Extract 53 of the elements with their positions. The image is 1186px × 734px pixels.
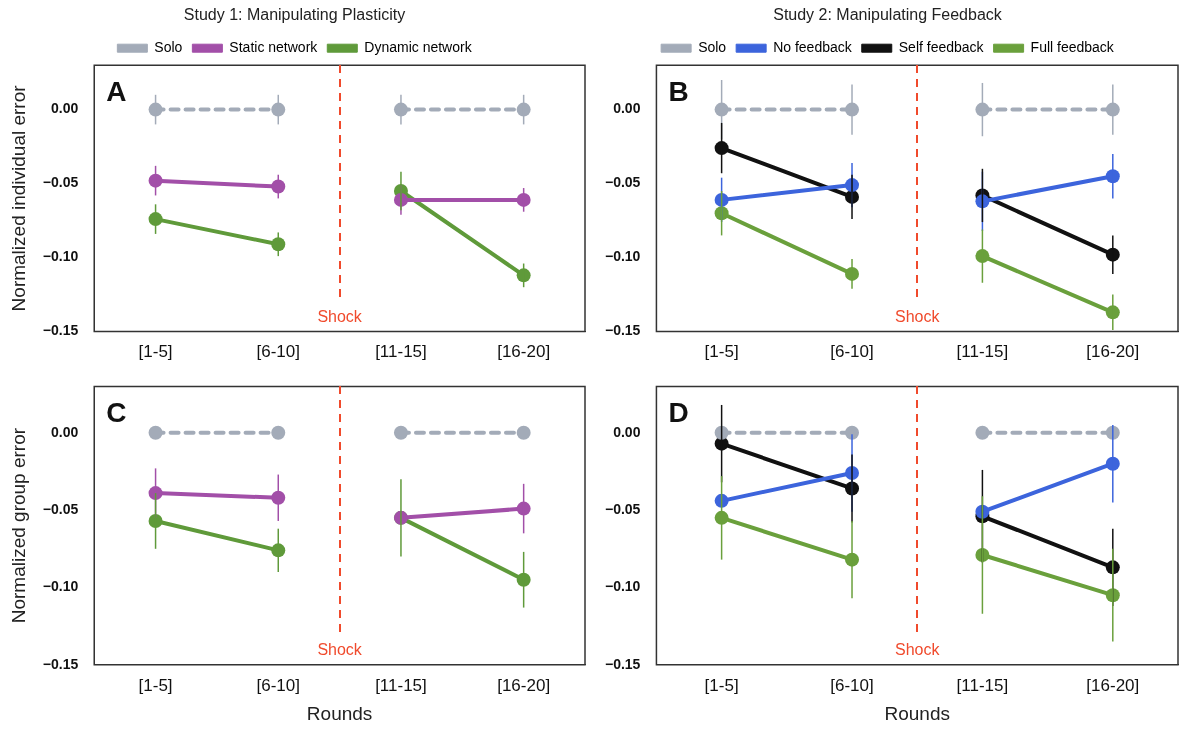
x-tick-label: [16-20] [497,675,551,695]
y-tick-label: −0.05 [604,500,641,517]
x-tick-label: [1-5] [704,675,739,695]
x-tick-label: [11-15] [375,342,427,362]
y-tick-label: −0.10 [604,248,641,265]
x-tick-label: [6-10] [256,675,301,695]
annotation: A [106,75,127,107]
y-tick-label: 0.00 [50,423,79,440]
y-tick-label: 0.00 [613,423,641,440]
annotation: Shock [894,308,941,326]
y-tick-label: −0.10 [42,578,79,595]
annotation: Shock [894,641,941,659]
y-tick-label: −0.15 [42,655,79,672]
x-tick-label: [1-5] [138,675,173,695]
chart-title: Study 2: Manipulating Feedback [773,6,1003,24]
annotation: Shock [317,641,363,659]
legend-label: Solo [698,39,727,56]
annotation: D [668,397,689,429]
legend-label: Full feedback [1030,39,1115,56]
y-axis-title: Normalized individual error [7,84,29,312]
legend-label: Self feedback [898,39,985,56]
x-axis-title: Rounds [884,702,950,724]
annotation: C [106,397,127,429]
y-tick-label: −0.05 [42,500,79,517]
y-tick-label: −0.15 [604,322,641,339]
x-tick-label: [11-15] [375,675,427,695]
legend-label: Dynamic network [364,39,473,56]
x-tick-label: [6-10] [830,675,874,695]
legend-label: Static network [229,39,319,56]
y-tick-label: −0.10 [42,248,79,265]
y-tick-label: −0.15 [42,322,79,339]
legend-label: Solo [154,39,183,56]
annotation: B [668,75,689,107]
y-tick-label: −0.10 [604,578,641,595]
x-tick-label: [1-5] [704,342,739,362]
x-tick-label: [6-10] [256,342,301,362]
x-tick-label: [11-15] [956,342,1009,362]
x-tick-label: [1-5] [138,342,173,362]
y-tick-label: 0.00 [613,100,641,117]
x-tick-label: [16-20] [1086,342,1140,362]
legend-label: No feedback [773,39,853,56]
x-tick-label: [16-20] [497,342,551,362]
y-tick-label: −0.05 [42,174,79,191]
annotation: Shock [317,308,363,326]
x-axis-title: Rounds [306,702,373,724]
y-axis-title: Normalized group error [7,427,29,624]
x-tick-label: [16-20] [1086,675,1140,695]
x-tick-label: [6-10] [830,342,874,362]
y-tick-label: 0.00 [50,100,79,117]
y-tick-label: −0.15 [604,655,641,672]
chart-title: Study 1: Manipulating Plasticity [183,6,406,24]
y-tick-label: −0.05 [604,174,641,191]
x-tick-label: [11-15] [956,675,1009,695]
